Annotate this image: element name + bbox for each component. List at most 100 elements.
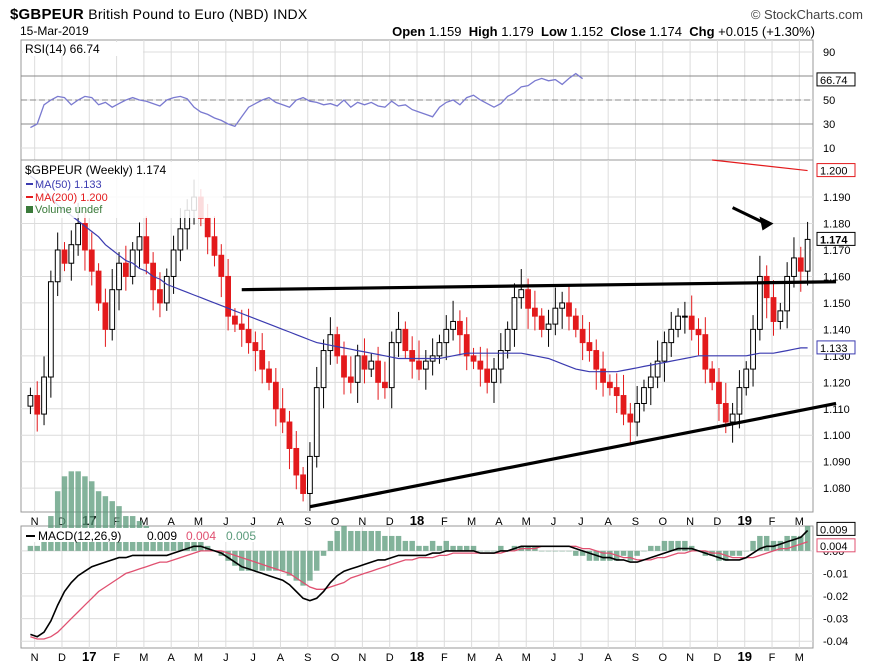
- candle-body: [68, 244, 75, 264]
- x-tick-label-macd: S: [304, 652, 311, 664]
- candle-body: [34, 395, 41, 415]
- candle-body: [784, 275, 791, 312]
- candle-body: [716, 381, 722, 404]
- candle-body: [279, 408, 286, 423]
- candle-body: [307, 455, 313, 494]
- candle-body: [375, 360, 381, 383]
- candle: [388, 331, 395, 409]
- macd-histogram-bar: [389, 535, 395, 551]
- x-tick-label-macd: N: [358, 652, 366, 664]
- x-tick-label-price: M: [194, 516, 203, 528]
- macd-histogram-bar: [82, 476, 88, 551]
- candle: [68, 230, 75, 281]
- candle: [552, 287, 559, 336]
- ma50-line: [30, 175, 808, 373]
- x-tick-label-price: J: [551, 516, 557, 528]
- macd-histogram-bar: [34, 545, 40, 551]
- candle-body: [477, 360, 484, 370]
- price-y-tick-label: 1.090: [823, 457, 851, 469]
- candle-body: [736, 387, 743, 415]
- candle-body: [518, 289, 525, 299]
- candle-body: [245, 328, 252, 344]
- macd-histogram-bar: [102, 496, 109, 551]
- candle-body: [232, 315, 238, 325]
- candle-body: [266, 368, 272, 383]
- rsi-legend: RSI(14) 66.74: [25, 42, 100, 56]
- candle: [395, 311, 402, 357]
- candle: [600, 351, 606, 397]
- support-trendline: [309, 401, 837, 509]
- macd-histogram-bar: [552, 550, 559, 552]
- candle-body: [402, 328, 409, 352]
- candle: [409, 336, 416, 379]
- candle-body: [177, 228, 184, 251]
- x-tick-label-macd: 17: [82, 649, 96, 664]
- macd-histogram-bar: [416, 545, 422, 551]
- candle: [320, 339, 327, 409]
- macd-histogram-bar: [354, 530, 361, 551]
- candle: [668, 311, 675, 357]
- macd-histogram-bar: [784, 535, 790, 551]
- x-tick-label-macd: M: [795, 652, 804, 664]
- rsi-value-tag-box: [816, 72, 856, 87]
- candle: [804, 221, 811, 286]
- x-tick-label-price: J: [250, 516, 256, 528]
- candle: [504, 321, 511, 359]
- candle: [484, 348, 491, 394]
- candle: [572, 308, 579, 338]
- candle-body: [347, 376, 354, 383]
- macd-histogram-bar: [27, 545, 34, 551]
- candle-body: [552, 307, 559, 325]
- macd-histogram-bar: [743, 550, 749, 552]
- candle: [702, 317, 709, 384]
- macd-histogram-bar: [538, 550, 545, 552]
- candle: [375, 346, 381, 400]
- candle: [688, 295, 695, 341]
- x-tick-label-price: S: [632, 516, 639, 528]
- candle-body: [327, 334, 334, 352]
- candle-body: [620, 395, 627, 415]
- candle-body: [170, 249, 177, 277]
- macd-histogram-bar: [266, 550, 272, 571]
- macd-histogram-bar: [300, 550, 306, 586]
- x-tick-label-price: M: [795, 516, 804, 528]
- candle: [579, 315, 586, 361]
- macd-histogram-bar: [361, 530, 368, 551]
- macd-histogram-bar: [654, 545, 661, 551]
- candle: [232, 308, 238, 333]
- candle-body: [497, 350, 504, 370]
- price-y-tick-label: 1.180: [823, 219, 851, 231]
- x-tick-label-macd: D: [713, 652, 721, 664]
- x-tick-label-price: M: [139, 516, 148, 528]
- candle: [347, 356, 354, 394]
- macd-histogram-bar: [443, 540, 449, 551]
- ma200-line: [712, 159, 808, 172]
- macd-histogram-bar: [334, 530, 340, 551]
- candle-body: [743, 368, 750, 389]
- candle: [382, 361, 388, 399]
- x-tick-label-macd: A: [277, 652, 285, 664]
- rsi-legend-bg: [23, 42, 143, 56]
- candle-body: [593, 350, 600, 370]
- candle-body: [293, 447, 300, 476]
- candle: [750, 315, 756, 387]
- candle-body: [702, 334, 709, 370]
- candle: [334, 326, 341, 364]
- candle: [559, 291, 566, 329]
- x-tick-label-price: A: [605, 516, 613, 528]
- macd-histogram-bar: [600, 550, 606, 561]
- candle: [443, 315, 450, 361]
- macd-legend-signal: 0.004: [186, 529, 216, 543]
- x-tick-label-macd: N: [31, 652, 39, 664]
- candle-body: [422, 360, 429, 370]
- candle-body: [463, 334, 470, 357]
- candle-body: [211, 236, 218, 256]
- macd-histogram-bar: [395, 535, 402, 551]
- candle-body: [122, 262, 129, 277]
- candle: [695, 318, 702, 356]
- candle-body: [532, 307, 538, 317]
- candle: [532, 290, 538, 331]
- candle-body: [777, 310, 784, 322]
- candle: [170, 235, 177, 294]
